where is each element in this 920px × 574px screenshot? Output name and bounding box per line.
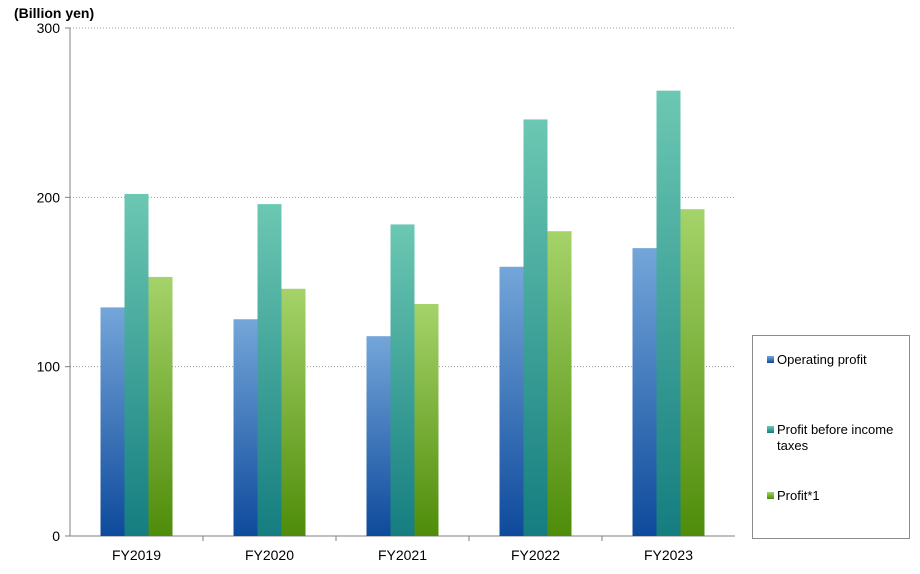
legend-label: Operating profit [777,352,867,367]
bar [257,204,282,536]
x-tick-label: FY2022 [511,547,560,563]
y-axis-unit-label: (Billion yen) [14,5,95,21]
bar [390,224,415,536]
chart-legend: Operating profit Profit before income tax… [752,335,910,539]
x-tick-label: FY2019 [112,547,161,563]
bar [632,248,657,536]
bar [148,276,173,536]
legend-label: Profit*1 [777,488,820,503]
x-tick-label: FY2021 [378,547,427,563]
bar [499,266,524,536]
legend-item: Operating profit [767,352,907,368]
bar [281,288,306,536]
bar [547,231,572,536]
y-tick-label: 100 [37,359,61,375]
y-tick-label: 0 [52,528,60,544]
bar [100,307,125,536]
x-tick-label: FY2020 [245,547,294,563]
legend-swatch [767,356,774,363]
bar [233,319,258,536]
bar [124,193,149,537]
y-tick-label: 300 [37,20,61,36]
legend-item: Profit before income taxes [767,422,907,454]
bar [366,336,391,536]
bar [680,209,705,537]
legend-swatch [767,492,774,499]
y-tick-label: 200 [37,189,61,205]
bar [523,119,548,536]
bar [656,90,681,537]
x-tick-label: FY2023 [644,547,693,563]
legend-item: Profit*1 [767,488,907,504]
bar [414,304,439,536]
legend-label: Profit before income taxes [777,422,894,453]
legend-swatch [767,426,774,433]
